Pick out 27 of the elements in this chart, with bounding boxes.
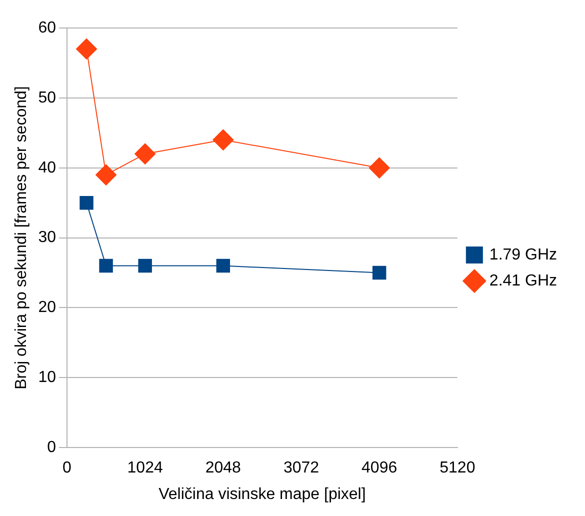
- point: [80, 196, 94, 210]
- point: [212, 129, 234, 150]
- y-tick-label: 50: [38, 89, 56, 106]
- x-axis-title: Veličina visinske mape [pixel]: [158, 486, 366, 503]
- point: [134, 143, 156, 164]
- y-tick-label: 60: [38, 19, 56, 36]
- x-tick-label: 2048: [205, 460, 242, 477]
- x-tick-label: 4096: [362, 460, 398, 477]
- y-tick-label: 10: [38, 369, 56, 386]
- y-axis-title: Broj okvira po sekundi [frames per second]: [13, 86, 30, 390]
- y-tick-label: 0: [47, 439, 56, 456]
- point: [138, 258, 152, 273]
- x-tick-label: 3072: [283, 460, 320, 477]
- x-tick-label: 0: [62, 460, 72, 477]
- point: [76, 38, 98, 60]
- point: [372, 266, 386, 280]
- y-tick-label: 20: [38, 299, 56, 316]
- point: [96, 164, 117, 186]
- point: [368, 157, 390, 178]
- point: [99, 258, 113, 273]
- legend-label: 1.79 GHz: [489, 246, 558, 264]
- y-tick-label: 30: [38, 229, 56, 246]
- y-tick-label: 40: [38, 159, 56, 176]
- legend-label: 2.41 GHz: [489, 272, 558, 290]
- point: [216, 258, 230, 273]
- x-tick-label: 1024: [127, 460, 163, 477]
- x-tick-label: 5120: [440, 460, 476, 477]
